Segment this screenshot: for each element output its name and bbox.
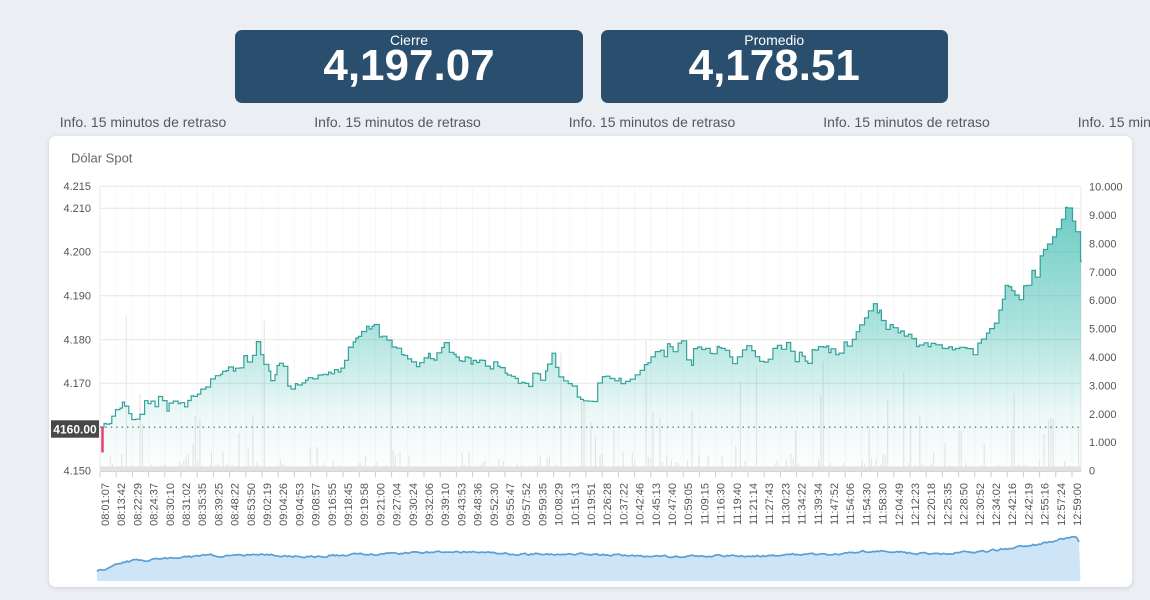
svg-text:11:21:14: 11:21:14	[748, 483, 760, 525]
svg-text:09:27:04: 09:27:04	[392, 483, 404, 526]
svg-text:09:04:53: 09:04:53	[294, 483, 306, 526]
svg-text:11:16:30: 11:16:30	[716, 483, 728, 525]
svg-text:11:27:43: 11:27:43	[764, 483, 776, 525]
svg-text:10.000: 10.000	[1089, 182, 1123, 194]
svg-text:12:30:52: 12:30:52	[975, 483, 987, 526]
svg-text:12:34:02: 12:34:02	[991, 483, 1003, 526]
svg-text:10:08:29: 10:08:29	[554, 483, 566, 526]
svg-text:12:42:16: 12:42:16	[1007, 483, 1019, 526]
svg-text:08:24:37: 08:24:37	[149, 483, 161, 526]
svg-text:3.000: 3.000	[1089, 380, 1117, 392]
svg-text:9.000: 9.000	[1089, 210, 1117, 222]
svg-text:11:19:40: 11:19:40	[732, 483, 744, 525]
svg-text:09:08:57: 09:08:57	[311, 483, 323, 526]
svg-text:10:45:13: 10:45:13	[651, 483, 663, 526]
svg-text:4.215: 4.215	[63, 181, 91, 193]
svg-text:5.000: 5.000	[1089, 324, 1117, 336]
svg-text:7.000: 7.000	[1089, 267, 1117, 279]
svg-text:09:21:00: 09:21:00	[375, 483, 387, 526]
svg-text:11:34:22: 11:34:22	[797, 483, 809, 525]
svg-text:11:58:30: 11:58:30	[878, 483, 890, 525]
svg-text:09:57:52: 09:57:52	[521, 483, 533, 526]
svg-text:09:30:24: 09:30:24	[408, 483, 420, 526]
svg-text:1.000: 1.000	[1089, 437, 1117, 449]
svg-text:4.210: 4.210	[63, 203, 91, 215]
svg-text:12:04:49: 12:04:49	[894, 483, 906, 526]
svg-text:09:18:45: 09:18:45	[343, 483, 355, 526]
svg-text:11:54:30: 11:54:30	[861, 483, 873, 525]
svg-text:4.180: 4.180	[63, 334, 91, 346]
svg-text:4.170: 4.170	[63, 378, 91, 390]
svg-text:4.200: 4.200	[63, 247, 91, 259]
svg-text:0: 0	[1089, 466, 1095, 478]
svg-text:12:28:50: 12:28:50	[959, 483, 971, 526]
svg-text:11:39:34: 11:39:34	[813, 483, 825, 525]
svg-text:09:16:55: 09:16:55	[327, 483, 339, 526]
svg-text:10:59:05: 10:59:05	[683, 483, 695, 526]
svg-text:09:32:06: 09:32:06	[424, 483, 436, 526]
svg-text:6.000: 6.000	[1089, 295, 1117, 307]
svg-text:12:57:24: 12:57:24	[1056, 483, 1068, 526]
svg-text:09:43:53: 09:43:53	[456, 483, 468, 526]
svg-text:08:01:07: 08:01:07	[100, 483, 112, 526]
svg-text:08:39:25: 08:39:25	[213, 483, 225, 526]
svg-text:10:47:40: 10:47:40	[667, 483, 679, 526]
svg-text:10:42:46: 10:42:46	[635, 483, 647, 526]
svg-text:08:48:22: 08:48:22	[230, 483, 242, 526]
svg-text:Dólar Spot: Dólar Spot	[71, 151, 133, 166]
svg-text:10:15:13: 10:15:13	[570, 483, 582, 526]
svg-text:2.000: 2.000	[1089, 409, 1117, 421]
svg-text:08:31:02: 08:31:02	[181, 483, 193, 526]
svg-text:12:55:16: 12:55:16	[1040, 483, 1052, 526]
svg-text:12:42:19: 12:42:19	[1023, 483, 1035, 526]
svg-text:08:35:35: 08:35:35	[197, 483, 209, 526]
svg-text:10:26:28: 10:26:28	[602, 483, 614, 526]
svg-text:09:48:36: 09:48:36	[473, 483, 485, 526]
svg-text:4.150: 4.150	[63, 466, 91, 478]
svg-text:12:12:23: 12:12:23	[910, 483, 922, 526]
svg-text:10:19:51: 10:19:51	[586, 483, 598, 526]
svg-text:09:04:26: 09:04:26	[278, 483, 290, 526]
svg-text:11:47:52: 11:47:52	[829, 483, 841, 525]
svg-text:11:09:15: 11:09:15	[699, 483, 711, 525]
svg-text:12:25:35: 12:25:35	[942, 483, 954, 526]
svg-text:12:59:00: 12:59:00	[1072, 483, 1084, 526]
svg-text:09:02:19: 09:02:19	[262, 483, 274, 526]
svg-text:4.190: 4.190	[63, 291, 91, 303]
svg-text:4.000: 4.000	[1089, 352, 1117, 364]
svg-text:08:53:50: 08:53:50	[246, 483, 258, 526]
svg-text:12:20:18: 12:20:18	[926, 483, 938, 526]
svg-text:08:30:10: 08:30:10	[165, 483, 177, 526]
svg-text:09:52:30: 09:52:30	[489, 483, 501, 526]
svg-text:8.000: 8.000	[1089, 238, 1117, 250]
svg-text:08:13:42: 08:13:42	[116, 483, 128, 526]
svg-text:11:30:23: 11:30:23	[780, 483, 792, 525]
svg-text:09:39:10: 09:39:10	[440, 483, 452, 526]
svg-text:09:55:47: 09:55:47	[505, 483, 517, 526]
svg-text:4160.00: 4160.00	[53, 422, 97, 436]
svg-text:08:22:29: 08:22:29	[132, 483, 144, 526]
svg-text:09:59:35: 09:59:35	[537, 483, 549, 526]
svg-text:11:54:06: 11:54:06	[845, 483, 857, 525]
svg-text:10:37:22: 10:37:22	[618, 483, 630, 526]
svg-text:09:19:58: 09:19:58	[359, 483, 371, 526]
